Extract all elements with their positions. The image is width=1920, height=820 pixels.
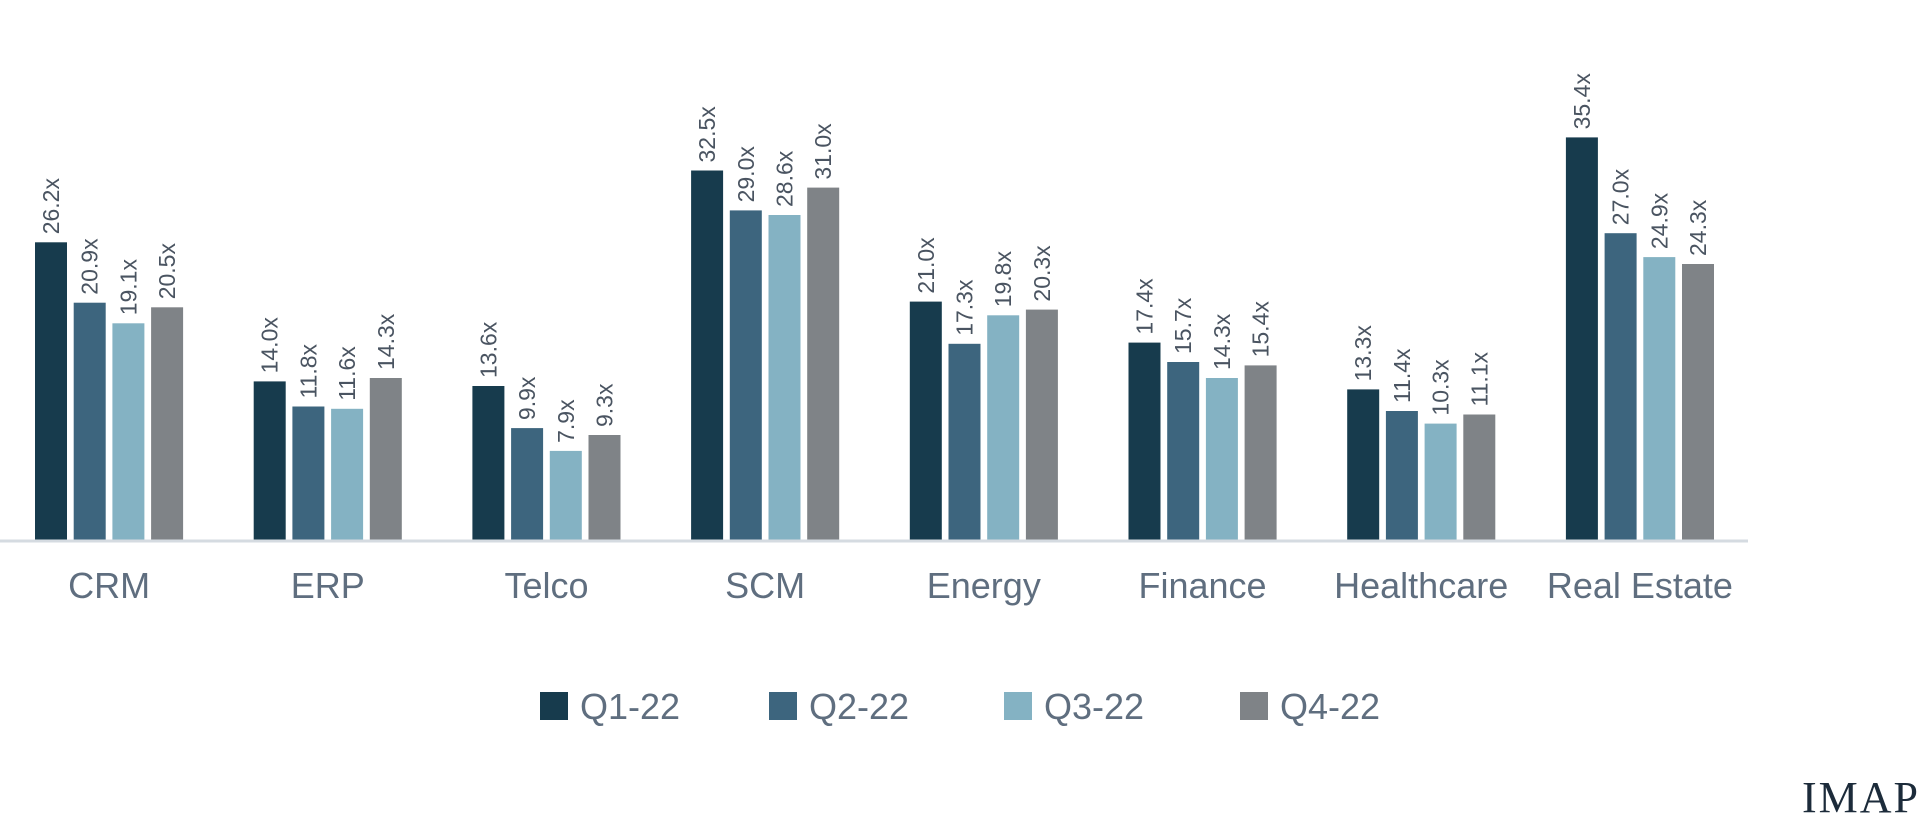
bar-erp-q3-22 [331,408,364,541]
bar-telco-q1-22 [472,386,505,541]
x-tick-label: CRM [68,565,150,606]
data-label: 26.2x [38,178,64,235]
bar-real-estate-q2-22 [1604,233,1637,541]
x-tick-label: Telco [504,565,588,606]
bar-telco-q2-22 [511,428,544,541]
data-label: 31.0x [810,123,836,180]
bar-scm-q1-22 [691,170,724,541]
bar-energy-q3-22 [987,315,1020,541]
legend-swatch [1004,692,1032,720]
data-label: 11.1x [1466,351,1492,406]
legend: Q1-22 Q2-22 Q3-22 Q4-22 [540,686,1380,727]
bar-finance-q3-22 [1205,378,1238,541]
bar-scm-q2-22 [729,210,762,541]
bar-healthcare-q2-22 [1385,411,1418,541]
data-label: 13.3x [1350,325,1376,382]
data-label: 10.3x [1428,359,1454,416]
legend-label: Q1-22 [580,686,680,727]
legend-label: Q3-22 [1044,686,1144,727]
bar-energy-q4-22 [1025,309,1058,541]
bar-healthcare-q1-22 [1347,389,1380,541]
bar-real-estate-q4-22 [1682,264,1714,541]
legend-label: Q4-22 [1280,686,1380,727]
bar-scm-q3-22 [768,215,801,541]
bar-finance-q1-22 [1128,342,1161,541]
data-label: 29.0x [733,146,759,203]
legend-label: Q2-22 [809,686,909,727]
bar-telco-q3-22 [549,450,582,541]
data-label: 17.3x [952,279,978,336]
data-label: 13.6x [475,321,501,378]
data-label: 24.9x [1646,192,1672,249]
bar-energy-q2-22 [948,343,981,541]
data-label-layer: 26.2x 20.9x 19.1x 20.5x 14.0x 11.8x 11.6x 14.3x… [38,73,1711,443]
bar-crm-q4-22 [151,307,184,541]
bar-finance-q4-22 [1244,365,1277,541]
bar-erp-q4-22 [369,378,402,541]
x-tick-label: SCM [725,565,805,606]
x-tick-label: Healthcare [1334,565,1508,606]
data-label: 20.3x [1029,245,1055,302]
bar-healthcare-q4-22 [1463,414,1496,541]
x-tick-label: ERP [291,565,365,606]
data-label: 20.9x [77,238,103,295]
data-label: 17.4x [1132,278,1158,335]
bar-erp-q1-22 [253,381,286,541]
x-tick-label: Finance [1138,565,1266,606]
data-label: 14.3x [373,313,399,370]
x-tick-label: Energy [927,565,1041,606]
data-label: 11.6x [334,346,360,401]
bar-healthcare-q3-22 [1424,423,1457,541]
bar-layer [35,137,1714,542]
bar-energy-q1-22 [909,301,942,541]
bar-real-estate-q3-22 [1643,257,1676,541]
data-label: 28.6x [772,150,798,207]
data-label: 9.9x [514,376,540,420]
bar-real-estate-q1-22 [1565,137,1598,541]
legend-swatch [540,692,568,720]
data-label: 24.3x [1685,199,1711,256]
data-label: 14.0x [257,317,283,374]
bar-scm-q4-22 [807,187,840,541]
data-label: 9.3x [592,383,618,427]
bar-crm-q3-22 [112,323,145,541]
x-axis-tick-labels: CRM ERP Telco SCM Energy Finance Healthcare Rea… [68,565,1733,606]
brand-logo-text: IMAP [1802,773,1920,820]
x-tick-label: Real Estate [1547,565,1733,606]
bar-finance-q2-22 [1167,362,1200,541]
legend-swatch [769,692,797,720]
data-label: 14.3x [1209,313,1235,370]
data-label: 20.5x [154,243,180,300]
data-label: 11.4x [1389,348,1415,403]
bar-crm-q2-22 [73,302,106,541]
bar-erp-q2-22 [292,406,325,541]
data-label: 11.8x [295,343,321,398]
legend-swatch [1240,692,1268,720]
data-label: 27.0x [1608,168,1634,225]
data-label: 19.1x [115,259,141,316]
data-label: 32.5x [694,106,720,163]
data-label: 15.4x [1248,301,1274,358]
data-label: 35.4x [1569,73,1595,130]
bar-crm-q1-22 [35,242,67,542]
data-label: 7.9x [553,399,579,443]
bar-telco-q4-22 [588,435,621,541]
data-label: 19.8x [990,251,1016,308]
data-label: 21.0x [913,237,939,294]
data-label: 15.7x [1170,297,1196,354]
